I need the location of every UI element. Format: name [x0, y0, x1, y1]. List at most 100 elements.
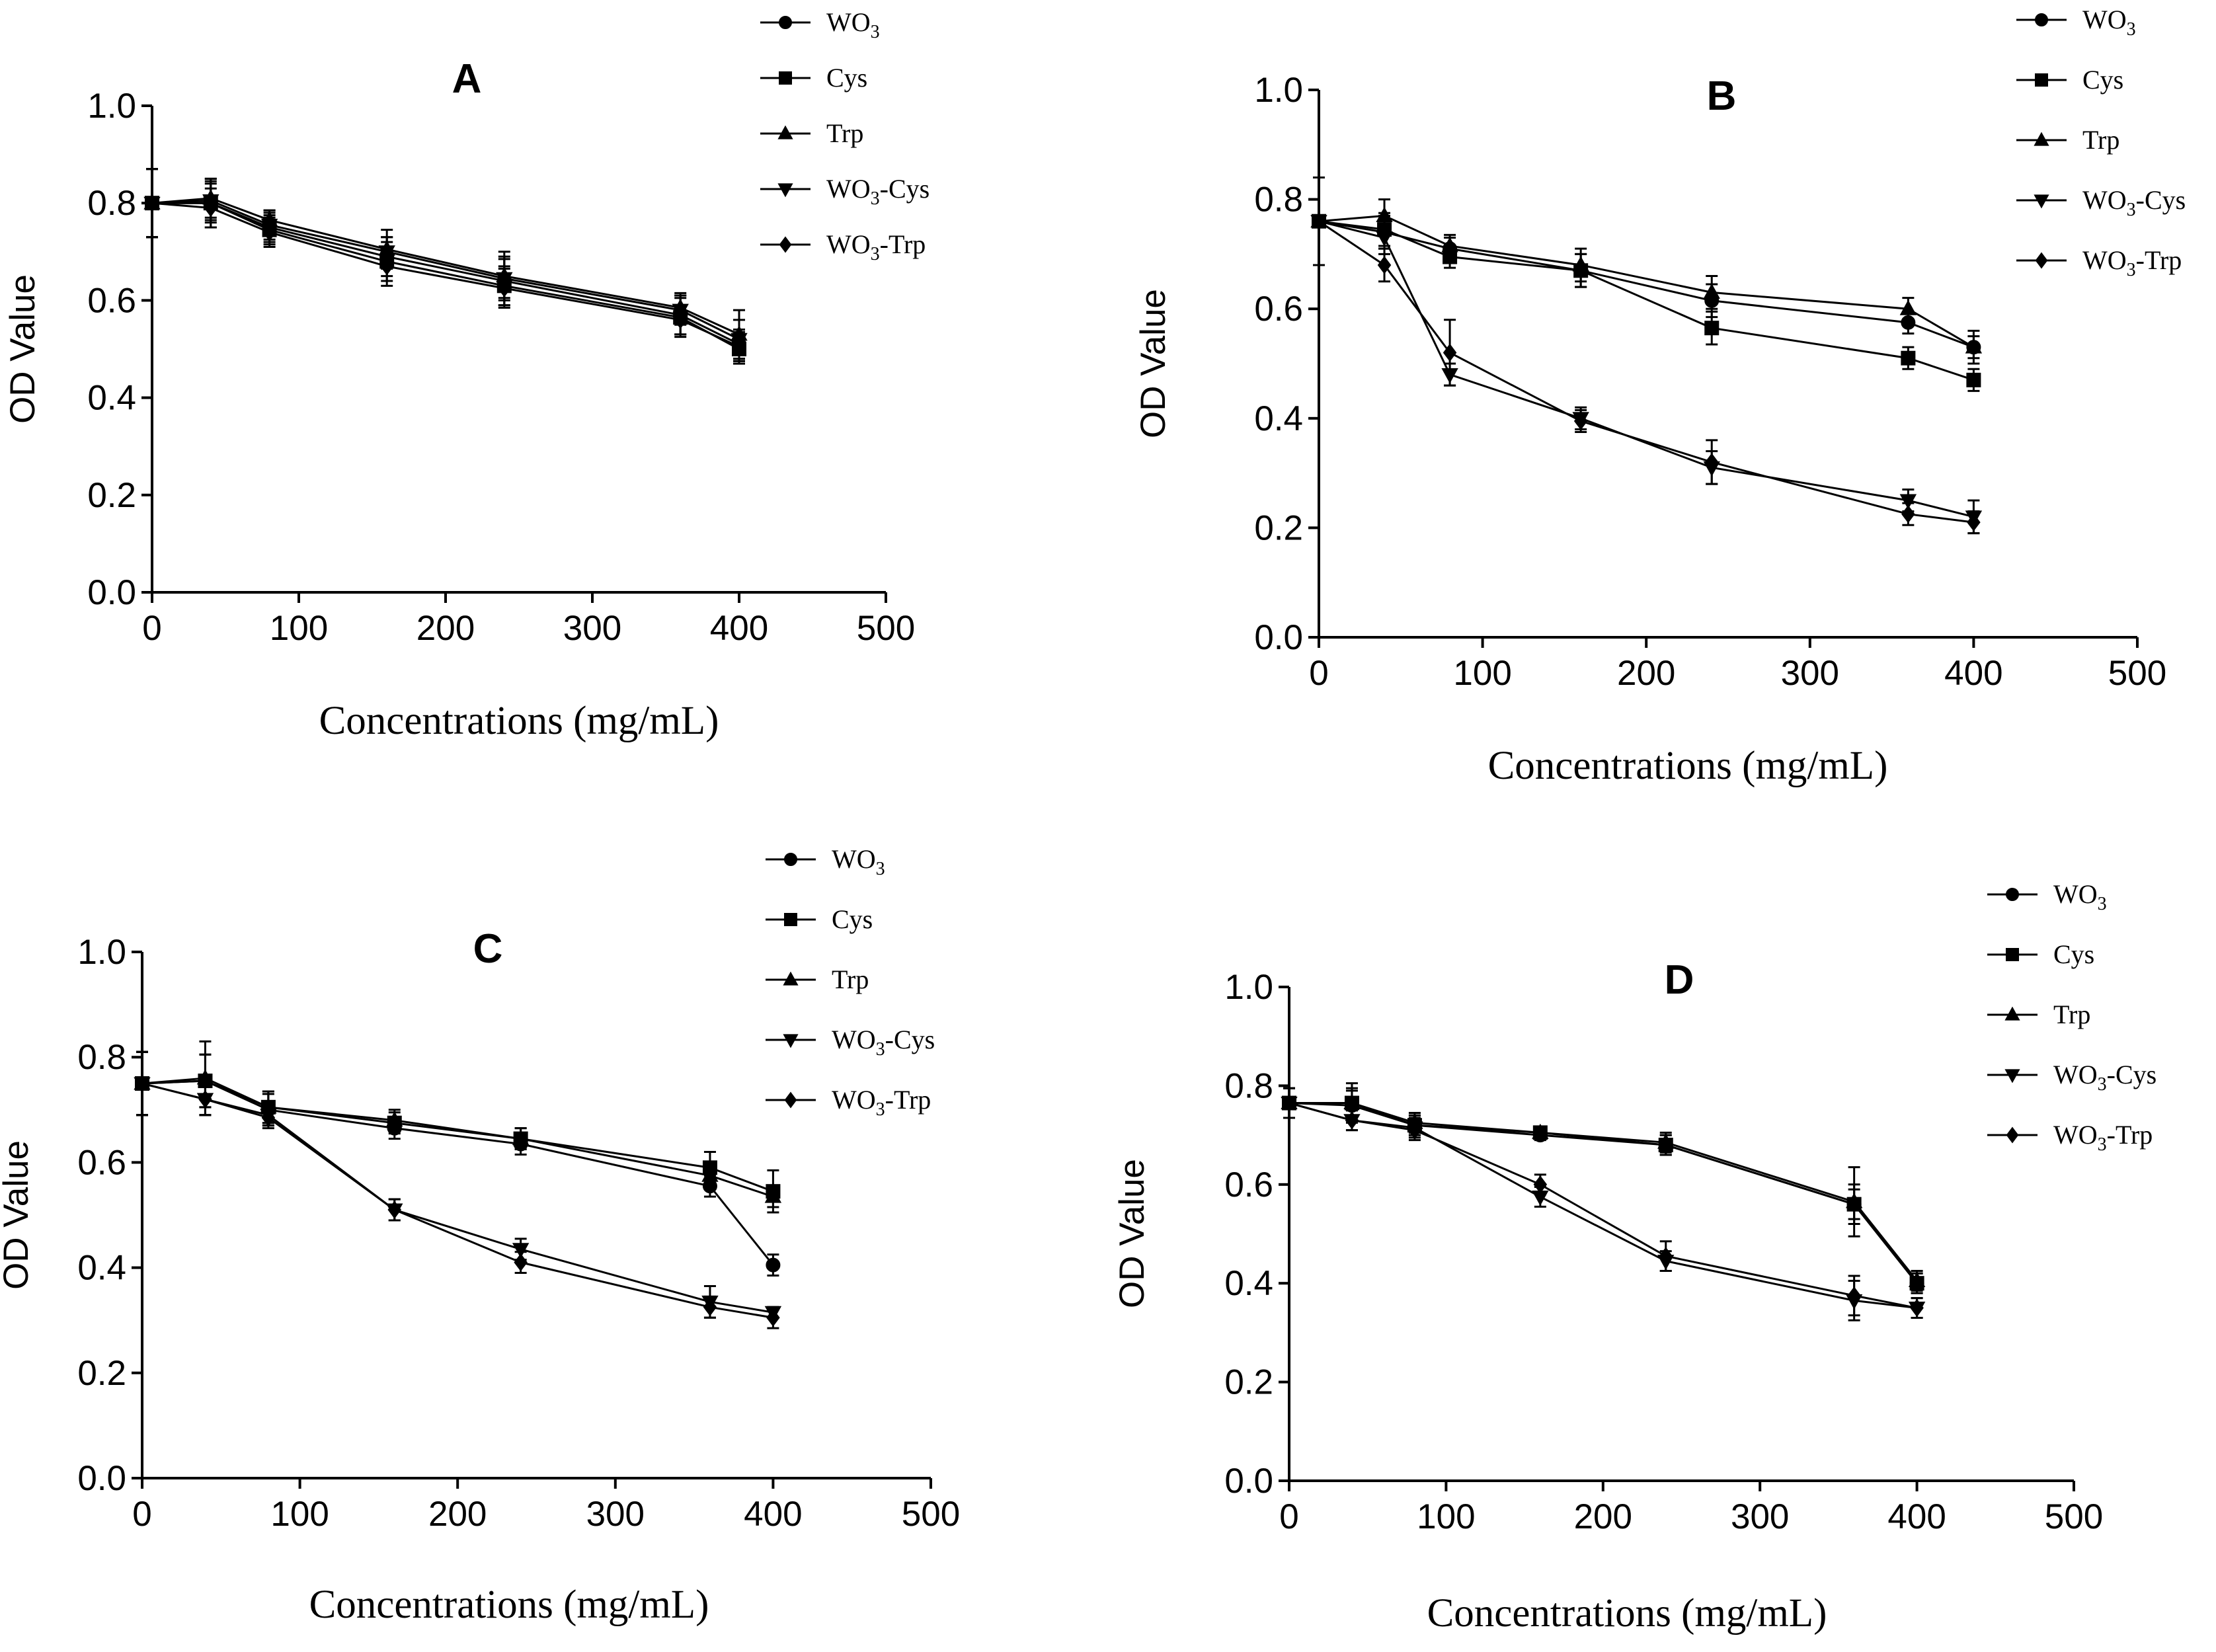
y-tick-label: 0.0: [1224, 1462, 1273, 1501]
data-point: [262, 223, 276, 242]
legend-label-main: WO: [826, 229, 871, 259]
y-tick-label: 0.6: [87, 281, 136, 320]
legend-label: WO3: [832, 844, 885, 879]
y-axis-title: OD Value: [0, 1140, 36, 1290]
x-tick-label: 500: [2108, 654, 2166, 693]
legend-label-main: Trp: [832, 964, 869, 994]
y-tick-label: 0.0: [1254, 618, 1303, 657]
y-tick-label: 1.0: [87, 87, 136, 126]
data-point: [379, 257, 394, 276]
x-tick-label: 200: [416, 609, 475, 648]
legend-marker: [779, 16, 792, 29]
series-cys: [1312, 176, 1981, 392]
legend-label-main: Cys: [2053, 939, 2094, 969]
series-line: [141, 1082, 773, 1319]
legend-marker: [777, 183, 793, 198]
data-point: [1533, 1175, 1548, 1194]
y-tick-label: 1.0: [1254, 71, 1303, 110]
legend-marker: [2004, 1006, 2020, 1021]
y-axis-title: OD Value: [3, 274, 42, 424]
legend-label: Trp: [832, 964, 869, 994]
series-wo3-trp: [1312, 176, 1981, 535]
legend-label: WO3: [2082, 5, 2136, 40]
legend-label: WO3-Cys: [832, 1025, 935, 1060]
legend-label-main: WO: [2053, 879, 2098, 909]
legend-marker: [2035, 13, 2048, 26]
y-tick-label: 0.6: [77, 1143, 126, 1182]
legend-label-subscript: 3: [2127, 19, 2136, 40]
x-axis-title: Concentrations (mg/mL): [319, 699, 719, 743]
series-line: [141, 1082, 773, 1314]
legend-label-main: Cys: [2082, 65, 2123, 95]
legend-marker: [779, 71, 792, 85]
legend-label: WO3-Cys: [2082, 185, 2186, 220]
legend-label-suffix: -Trp: [885, 1085, 931, 1115]
x-tick-label: 100: [1417, 1497, 1475, 1536]
x-tick-label: 500: [902, 1495, 960, 1534]
y-tick-label: 0.2: [77, 1354, 126, 1393]
legend-label: Trp: [826, 118, 863, 148]
y-tick-label: 0.8: [1254, 180, 1303, 219]
legend-label-main: Cys: [832, 904, 873, 934]
series-line: [1318, 220, 1974, 381]
legend-label: Cys: [832, 904, 873, 934]
data-point: [1532, 1123, 1549, 1139]
legend-label: WO3: [826, 7, 880, 42]
data-point: [1901, 350, 1916, 366]
data-point: [1441, 237, 1458, 253]
panel-b: 0.0 0.2 0.4 0.6 0.8 1.0 0 100 200 300 400 500 B Conce…: [1134, 5, 2186, 788]
series-wo3-trp: [145, 168, 746, 362]
legend-marker: [2006, 1126, 2019, 1144]
legend-label: Trp: [2053, 1000, 2090, 1029]
data-point: [1312, 212, 1326, 231]
legend-label: Cys: [2082, 65, 2123, 95]
x-tick-label: 400: [1887, 1497, 1946, 1536]
x-axis-title: Concentrations (mg/mL): [1427, 1591, 1827, 1635]
data-point: [145, 194, 159, 212]
y-axis-title: OD Value: [1113, 1159, 1152, 1308]
legend-label-main: Trp: [2053, 1000, 2090, 1029]
legend-marker: [784, 853, 797, 866]
legend-marker: [779, 236, 792, 253]
legend-label: WO3-Trp: [2053, 1120, 2153, 1155]
y-tick-label: 0.6: [1224, 1165, 1273, 1204]
x-axis-title: Concentrations (mg/mL): [309, 1583, 709, 1627]
legend-label-subscript: 3: [871, 244, 880, 264]
x-tick-label: 300: [1781, 654, 1839, 693]
x-tick-label: 0: [1309, 654, 1328, 693]
y-axis-title: OD Value: [1134, 289, 1173, 438]
series-cys: [135, 1050, 781, 1214]
legend-label-subscript: 3: [2098, 894, 2107, 914]
series-trp: [1310, 176, 1983, 365]
legend-label: WO3-Trp: [826, 229, 926, 264]
data-point: [512, 1130, 530, 1146]
data-point: [1343, 1093, 1361, 1110]
legend-label-subscript: 3: [2127, 260, 2136, 280]
x-tick-label: 500: [857, 609, 915, 648]
data-point: [703, 1298, 717, 1316]
legend-marker: [2004, 1069, 2020, 1083]
y-tick-label: 1.0: [77, 933, 126, 972]
data-point: [512, 1243, 530, 1259]
legend-label-suffix: -Cys: [2136, 185, 2186, 215]
y-tick-label: 0.8: [1224, 1066, 1273, 1105]
series-line: [151, 200, 740, 340]
legend-label: WO3-Cys: [2053, 1060, 2157, 1095]
y-tick-label: 1.0: [1224, 968, 1273, 1007]
series-trp: [134, 1040, 782, 1208]
series-line: [1288, 1102, 1918, 1284]
x-tick-label: 0: [1279, 1497, 1298, 1536]
x-tick-label: 300: [1731, 1497, 1789, 1536]
data-point: [1282, 1093, 1296, 1113]
y-tick-label: 0.2: [1224, 1363, 1273, 1402]
y-tick-label: 0.4: [77, 1249, 126, 1288]
data-point: [1657, 1133, 1675, 1149]
series-line: [1318, 220, 1974, 348]
legend-marker: [2035, 252, 2048, 269]
x-tick-label: 400: [710, 609, 768, 648]
legend-marker: [2035, 73, 2048, 87]
legend-label-suffix: -Trp: [2107, 1120, 2153, 1150]
panel-d: 0.0 0.2 0.4 0.6 0.8 1.0 0 100 200 300 400 500 D Conce…: [1113, 879, 2157, 1635]
series-line: [1318, 214, 1975, 348]
legend-label-subscript: 3: [871, 188, 880, 209]
